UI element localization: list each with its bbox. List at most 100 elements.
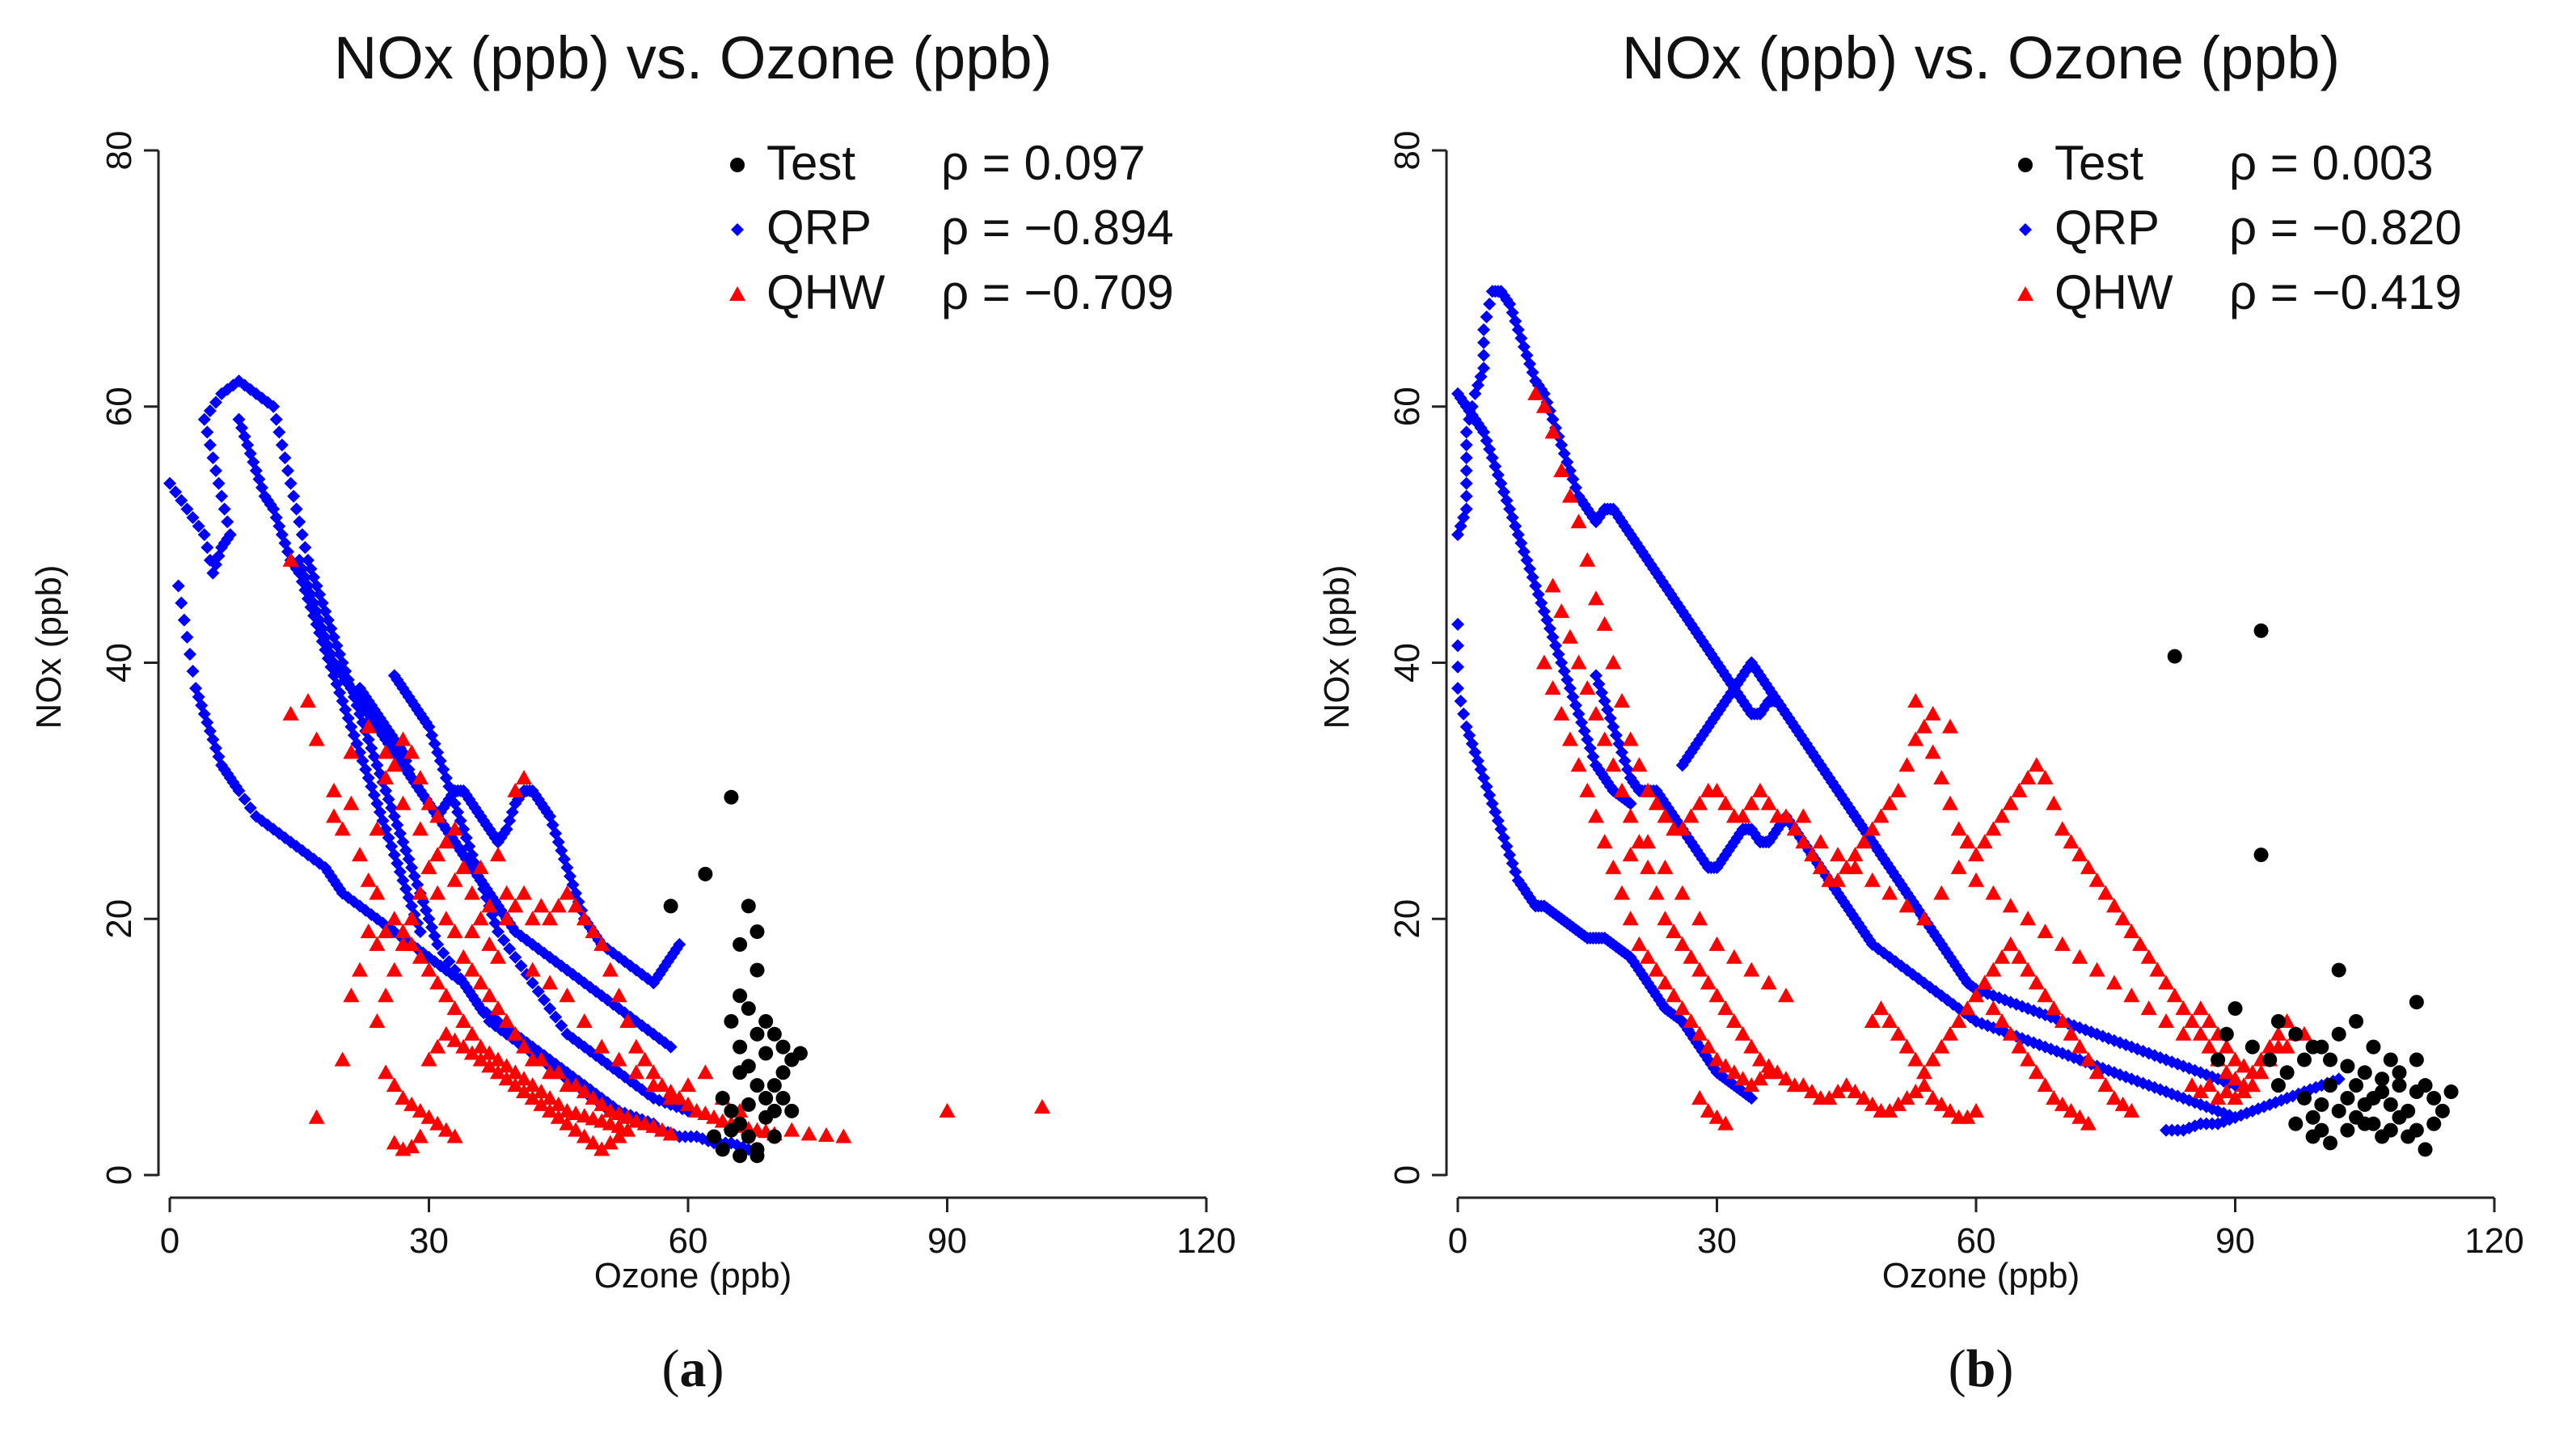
qhw-point <box>783 1122 800 1137</box>
qhw-point <box>2063 1025 2080 1041</box>
qhw-point <box>1666 987 1683 1003</box>
qrp-point <box>1589 515 1603 529</box>
qhw-point <box>360 924 377 939</box>
qhw-point <box>1674 1000 1691 1016</box>
qhw-point <box>429 847 446 862</box>
test-point <box>758 1090 774 1105</box>
qhw-point <box>585 1135 602 1150</box>
qrp-point <box>1483 788 1497 802</box>
qhw-point <box>1933 1038 1950 1054</box>
qhw-point <box>2201 1077 2218 1093</box>
qrp-point <box>2038 1008 2052 1022</box>
qhw-point <box>334 1051 351 1067</box>
qhw-point <box>1691 1089 1708 1105</box>
qhw-point <box>2149 962 2166 977</box>
qhw-point <box>550 898 567 913</box>
qhw-point <box>403 1139 420 1154</box>
qhw-point <box>559 1115 576 1131</box>
qrp-point <box>1699 639 1712 653</box>
qhw-point <box>2028 974 2045 990</box>
qhw-point <box>1622 731 1639 746</box>
qrp-point <box>1883 860 1897 874</box>
qhw-point <box>1933 1096 1950 1111</box>
qrp-point <box>206 451 220 465</box>
qrp-point <box>1699 724 1712 738</box>
qrp-point <box>1624 797 1637 810</box>
qrp-point <box>2130 1074 2144 1088</box>
qhw-point <box>308 731 325 746</box>
test-point <box>724 789 739 805</box>
qhw-point <box>1795 1077 1812 1093</box>
qhw-point <box>533 898 550 913</box>
qhw-point <box>455 949 472 964</box>
qhw-point <box>1640 782 1657 797</box>
y-tick-label: 20 <box>99 899 139 939</box>
qhw-point <box>2028 1064 2045 1080</box>
qhw-point <box>507 898 524 913</box>
qhw-point <box>1691 1025 1708 1041</box>
qhw-point <box>1657 859 1674 874</box>
qrp-point <box>1911 903 1925 917</box>
qhw-point <box>680 1077 696 1093</box>
qrp-point <box>1837 895 1851 909</box>
qrp-point <box>1459 399 1473 413</box>
qhw-point <box>524 962 541 977</box>
qhw-point <box>2020 911 2037 926</box>
qrp-point <box>203 438 217 452</box>
qhw-point <box>489 1051 506 1067</box>
test-point <box>2392 1065 2407 1080</box>
qhw-point <box>1907 1084 1924 1099</box>
qhw-point <box>2166 987 2183 1003</box>
test-point <box>733 936 748 952</box>
qhw-point <box>524 1077 541 1093</box>
qhw-point <box>1864 872 1881 887</box>
qrp-point <box>1911 972 1925 986</box>
qhw-point <box>1821 1089 1838 1105</box>
qhw-point <box>412 770 429 785</box>
qhw-point <box>498 1012 515 1028</box>
qrp-point <box>1773 699 1787 712</box>
test-point <box>766 1078 782 1093</box>
qhw-point <box>1847 1084 1864 1099</box>
qhw-point <box>1864 821 1881 836</box>
qrp-point <box>1817 763 1831 776</box>
qrp-point <box>2188 1119 2202 1133</box>
qhw-point <box>446 872 463 887</box>
test-point <box>2323 1078 2338 1093</box>
qhw-point <box>2088 962 2105 977</box>
qrp-point <box>2096 1029 2109 1043</box>
test-point <box>2349 1078 2364 1093</box>
qrp-point <box>1837 793 1851 806</box>
qhw-point <box>610 1105 627 1120</box>
qhw-point <box>1968 1102 1984 1118</box>
qhw-point <box>533 1096 550 1111</box>
qhw-point <box>1907 693 1924 708</box>
test-point <box>741 1097 756 1112</box>
qhw-point <box>1570 654 1587 670</box>
qhw-point <box>662 1089 679 1105</box>
qhw-point <box>697 1105 714 1120</box>
test-point <box>2323 1052 2338 1067</box>
qhw-point <box>533 1084 550 1099</box>
qhw-point <box>343 795 360 810</box>
qrp-point <box>298 540 312 554</box>
qrp-point <box>1987 989 2000 1003</box>
qhw-point <box>1898 1089 1915 1105</box>
qhw-point <box>308 1109 325 1124</box>
test-point <box>2314 1122 2329 1138</box>
test-point <box>2357 1065 2372 1080</box>
qrp-point <box>221 515 234 529</box>
qrp-point <box>1477 323 1491 336</box>
panel-a: NOx (ppb) vs. Ozone (ppb) Ozone (ppb) NO… <box>29 24 1236 1398</box>
qhw-point <box>610 1128 627 1144</box>
qhw-point <box>1804 847 1821 862</box>
qhw-point <box>516 770 533 785</box>
legend-test-label: Test <box>2054 136 2143 190</box>
test-point <box>741 1129 756 1144</box>
qhw-point <box>412 949 429 964</box>
qhw-point <box>550 1064 567 1080</box>
x-tick-label: 90 <box>927 1221 967 1261</box>
qhw-point <box>1553 462 1570 477</box>
test-point <box>750 1026 765 1042</box>
qhw-point <box>412 821 429 836</box>
